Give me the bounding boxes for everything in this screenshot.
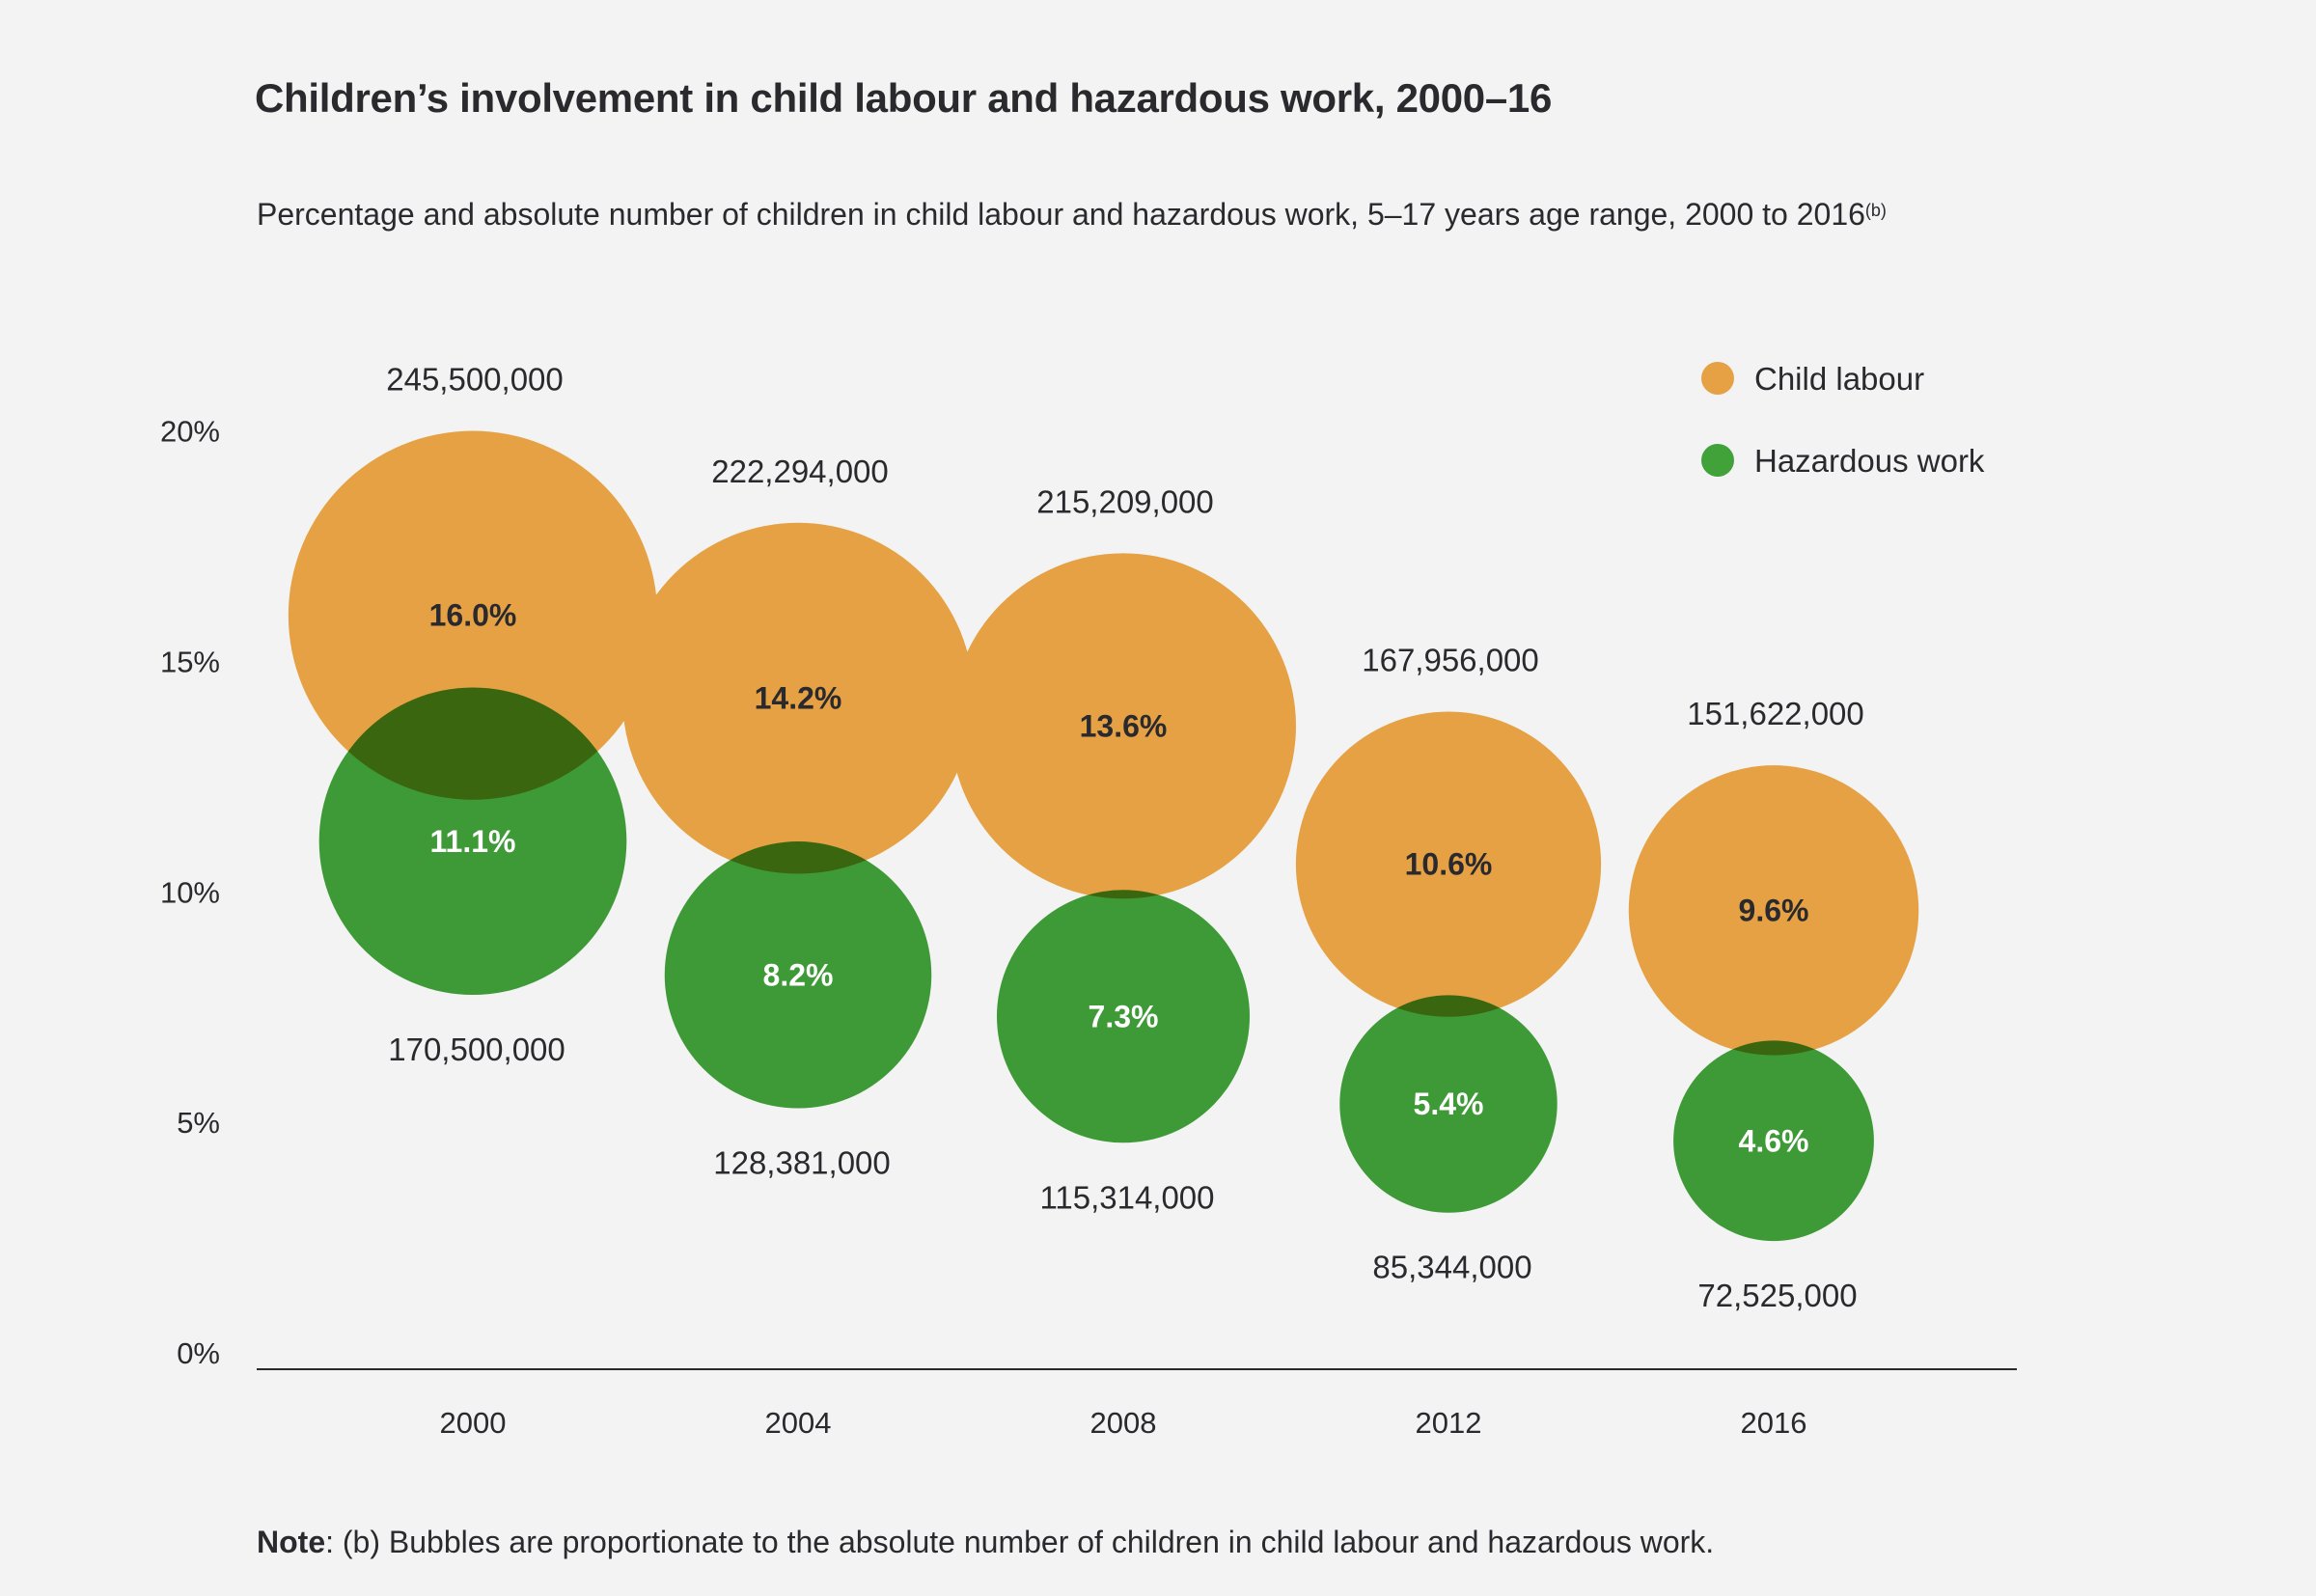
y-tick-label: 0% — [177, 1336, 220, 1370]
child-labour-absolute-label: 167,956,000 — [1362, 643, 1539, 678]
x-tick-label: 2004 — [765, 1406, 832, 1440]
child-labour-bubble — [622, 522, 974, 874]
hazardous-work-percent-label: 5.4% — [1414, 1087, 1484, 1121]
child-labour-bubble — [288, 430, 658, 800]
legend-label: Hazardous work — [1754, 443, 1985, 479]
child-labour-absolute-label: 222,294,000 — [711, 454, 889, 489]
hazardous-work-percent-label: 4.6% — [1739, 1123, 1809, 1158]
y-tick-label: 5% — [177, 1106, 220, 1140]
hazardous-work-bubble — [996, 890, 1251, 1143]
child-labour-bubble — [1295, 711, 1602, 1017]
child-labour-percent-label: 16.0% — [429, 598, 517, 633]
hazardous-work-absolute-label: 170,500,000 — [388, 1032, 565, 1067]
hazardous-work-bubble — [318, 687, 627, 996]
hazardous-work-bubble — [1339, 995, 1558, 1213]
child-labour-absolute-label: 215,209,000 — [1036, 483, 1214, 519]
child-labour-absolute-label: 245,500,000 — [386, 362, 564, 398]
child-labour-percent-label: 14.2% — [755, 681, 842, 716]
hazardous-work-percent-label: 11.1% — [430, 824, 516, 859]
child-labour-bubble — [951, 553, 1296, 899]
subtitle-text: Percentage and absolute number of childr… — [257, 197, 1865, 232]
chart-subtitle: Percentage and absolute number of childr… — [257, 193, 1955, 235]
child-labour-bubble — [1628, 765, 1919, 1056]
y-tick-label: 10% — [160, 875, 220, 909]
hazardous-work-percent-label: 7.3% — [1089, 999, 1159, 1033]
note-text: : (b) Bubbles are proportionate to the a… — [325, 1525, 1715, 1559]
legend-label: Child labour — [1754, 361, 1924, 397]
hazardous-work-absolute-label: 115,314,000 — [1039, 1179, 1214, 1215]
y-tick-label: 15% — [160, 645, 220, 678]
hazardous-work-absolute-label: 85,344,000 — [1372, 1250, 1531, 1285]
child-labour-absolute-label: 151,622,000 — [1687, 696, 1864, 731]
child-labour-percent-label: 10.6% — [1405, 847, 1493, 882]
legend-swatch-hazardous-work — [1701, 444, 1734, 477]
child-labour-percent-label: 9.6% — [1739, 893, 1809, 927]
chart-note: Note: (b) Bubbles are proportionate to t… — [257, 1525, 1714, 1560]
x-tick-label: 2012 — [1416, 1406, 1482, 1440]
hazardous-work-percent-label: 8.2% — [763, 957, 834, 992]
chart-title: Children’s involvement in child labour a… — [255, 75, 1553, 121]
subtitle-footnote-marker: (b) — [1864, 201, 1887, 220]
x-tick-label: 2008 — [1090, 1406, 1157, 1440]
x-tick-label: 2000 — [440, 1406, 507, 1440]
legend-swatch-child-labour — [1701, 362, 1734, 395]
hazardous-work-absolute-label: 128,381,000 — [713, 1145, 891, 1181]
hazardous-work-absolute-label: 72,525,000 — [1697, 1278, 1857, 1313]
hazardous-work-bubble — [664, 841, 932, 1109]
x-tick-label: 2016 — [1741, 1406, 1807, 1440]
child-labour-percent-label: 13.6% — [1080, 708, 1168, 743]
y-tick-label: 20% — [160, 415, 220, 449]
hazardous-work-bubble — [1673, 1040, 1874, 1242]
note-label: Note — [257, 1525, 326, 1559]
